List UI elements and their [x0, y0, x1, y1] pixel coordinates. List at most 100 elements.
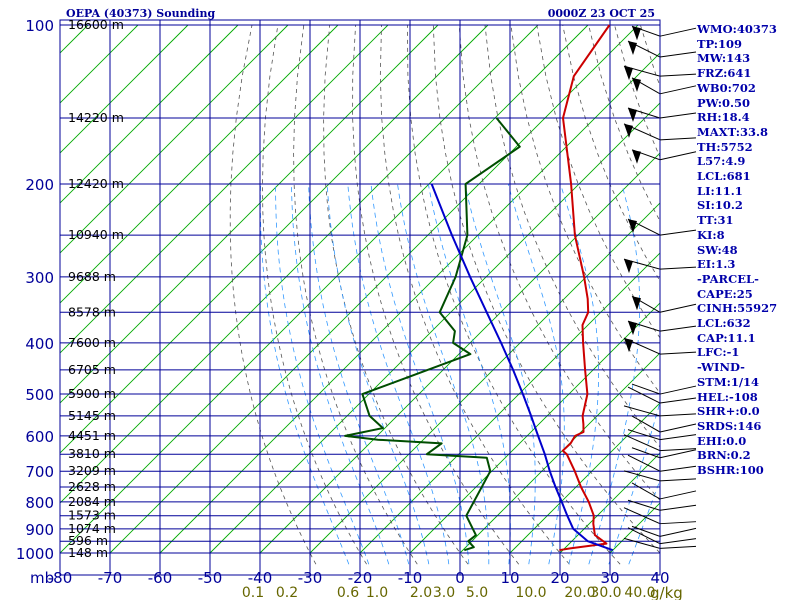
- pressure-tick-label: 400: [25, 335, 54, 353]
- isotherm: [409, 302, 660, 554]
- dry-adiabat: [458, 24, 660, 501]
- wind-barb: [623, 470, 660, 482]
- height-label: 3209 m: [68, 463, 116, 478]
- index-line: LFC:-1: [697, 345, 740, 360]
- temperature-tick-label: -30: [298, 569, 323, 587]
- wind-barb-shaft: [659, 385, 697, 395]
- wind-barb: [627, 527, 660, 545]
- indices-panel: WMO:40373 TP:109 MW:143 FRZ:641 WB0:702 PW:0.…: [697, 22, 800, 478]
- wind-flag: [632, 149, 641, 164]
- index-line: CAP:11.1: [697, 330, 756, 345]
- height-label: 3810 m: [68, 446, 116, 461]
- wind-barb-shaft: [659, 229, 697, 236]
- index-line: LI:11.1: [697, 183, 743, 198]
- index-line: TP:109: [697, 36, 743, 51]
- pressure-tick-label: 900: [25, 521, 54, 539]
- parcel-line: [430, 183, 614, 552]
- isotherm: [209, 102, 660, 554]
- height-label: 2084 m: [68, 494, 116, 509]
- wind-barb-shaft: [659, 527, 697, 537]
- height-label: 148 m: [68, 545, 108, 560]
- isotherm: [259, 152, 660, 554]
- pressure-unit-label: mb: [30, 569, 54, 587]
- temperature-tick-label: -80: [48, 569, 73, 587]
- pressure-tick-labels: 100 200 300 400 500 600 700 800 900 1000: [16, 17, 54, 563]
- wind-barb-shaft: [659, 137, 697, 141]
- temperature-line: [559, 24, 611, 552]
- index-line: L57:4.9: [697, 154, 746, 169]
- isotherm-lines: [60, 24, 660, 554]
- moist-adiabat: [588, 183, 640, 565]
- index-line: LCL:632: [697, 316, 751, 331]
- wind-barb: [627, 499, 660, 511]
- wind-flag: [632, 77, 641, 92]
- isotherm: [159, 52, 660, 554]
- moist-adiabat-lines: [259, 183, 660, 565]
- index-line: -PARCEL-: [697, 271, 759, 286]
- height-label: 14220 m: [68, 110, 124, 125]
- index-line: LCL:681: [697, 169, 751, 184]
- pressure-tick-label: 700: [25, 463, 54, 481]
- isotherm: [60, 24, 589, 554]
- wind-flag: [628, 321, 637, 336]
- wind-barb-shaft: [659, 266, 697, 270]
- wind-flag: [624, 338, 633, 353]
- moist-adiabat: [291, 183, 390, 565]
- sounding-series: [344, 24, 614, 552]
- temperature-tick-label: -60: [148, 569, 173, 587]
- dry-adiabat: [432, 24, 660, 554]
- dry-adiabat: [484, 24, 660, 448]
- dry-adiabat: [407, 24, 621, 565]
- temperature-tick-label: 20: [550, 569, 569, 587]
- isotherm: [359, 252, 660, 554]
- wind-flag: [624, 66, 633, 81]
- wind-barb-shaft: [659, 545, 697, 549]
- wind-barb-shaft: [659, 490, 697, 500]
- index-line: EHI:0.0: [697, 433, 747, 448]
- valid-time: 0000Z 23 OCT 25: [548, 7, 655, 20]
- mixing-ratio-tick-label: 0.1: [242, 585, 264, 600]
- height-label: 1573 m: [68, 508, 116, 523]
- moist-adiabat: [347, 183, 450, 565]
- moist-adiabat: [370, 183, 470, 565]
- wind-barb-shaft: [659, 397, 697, 404]
- dry-adiabat: [293, 24, 418, 565]
- temperature-tick-label: -70: [98, 569, 123, 587]
- index-line: KI:8: [697, 227, 725, 242]
- index-line: EI:1.3: [697, 257, 736, 272]
- wind-barb-shaft: [659, 151, 697, 161]
- mixing-ratio-tick-label: 0.6: [337, 585, 359, 600]
- index-line: RH:18.4: [697, 110, 750, 125]
- wind-barb-shaft: [659, 478, 697, 482]
- index-line: CAPE:25: [697, 286, 753, 301]
- temperature-tick-label: 30: [600, 569, 619, 587]
- index-line: -WIND-: [697, 360, 745, 375]
- wind-barb-shaft: [659, 51, 697, 58]
- moist-adiabat: [560, 183, 599, 565]
- isotherm: [60, 24, 339, 304]
- wind-barb: [631, 447, 660, 459]
- temperature-tick-label: 40: [650, 569, 669, 587]
- temperature-tick-label: -10: [398, 569, 423, 587]
- mixing-ratio-unit-label: g/kg: [650, 584, 683, 600]
- wind-barb-shaft: [659, 538, 697, 545]
- index-line: MW:143: [697, 51, 751, 66]
- pressure-tick-label: 300: [25, 269, 54, 287]
- wind-flag: [624, 123, 633, 138]
- dry-adiabat: [262, 24, 367, 565]
- index-line: MAXT:33.8: [697, 124, 768, 139]
- isotherm: [60, 24, 189, 154]
- wind-flag: [624, 259, 633, 274]
- height-label: 5900 m: [68, 386, 116, 401]
- isotherm: [60, 24, 439, 404]
- index-line: WB0:702: [697, 80, 756, 95]
- isotherm: [509, 402, 660, 554]
- wind-flag: [632, 26, 641, 41]
- height-label: 8578 m: [68, 304, 116, 319]
- plot-frame: [59, 19, 661, 576]
- index-line: HEL:-108: [697, 389, 758, 404]
- mixing-ratio-tick-label: 5.0: [466, 585, 488, 600]
- wind-barb: [623, 537, 660, 549]
- wind-flag: [628, 41, 637, 56]
